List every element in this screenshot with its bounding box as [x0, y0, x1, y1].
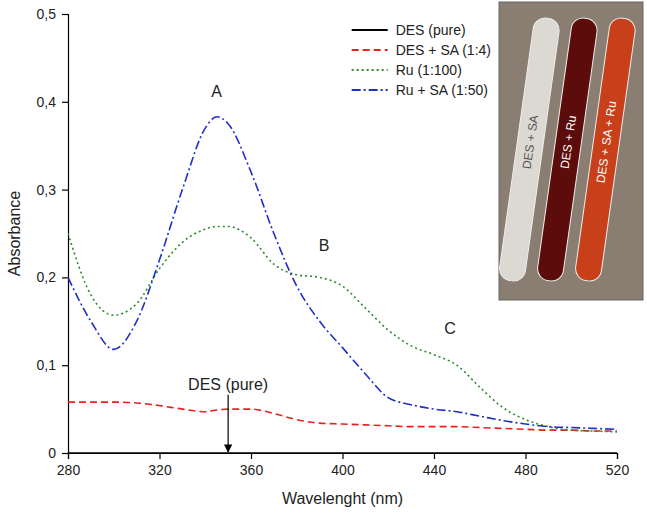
legend-swatch [352, 49, 388, 51]
inset: DES + SA DES + Ru DES + SA + Ru [498, 2, 643, 300]
x-tick: 320 [148, 453, 172, 478]
annotation: DES (pure) [188, 376, 268, 393]
legend-label: DES (pure) [396, 22, 466, 38]
x-tick-mark [434, 453, 435, 459]
legend-swatch [352, 69, 388, 71]
y-tick-label: 0,4 [37, 94, 57, 110]
y-tick-mark [62, 365, 68, 366]
y-tick-mark [62, 277, 68, 278]
x-tick-label: 440 [423, 462, 447, 478]
x-tick-mark [617, 453, 618, 459]
y-tick-label: 0,3 [37, 182, 57, 198]
series-line [68, 402, 617, 431]
annotation: A [211, 83, 222, 100]
tube-body [574, 17, 637, 283]
legend-item: Ru (1:100) [352, 62, 462, 78]
x-axis: 280 320 360 400 440 480 520 [57, 453, 630, 478]
y-axis: 0 0,1 0,2 0,3 0,4 0,5 [37, 6, 69, 461]
legend-swatch [352, 29, 388, 31]
y-tick: 0,1 [37, 357, 68, 373]
y-tick: 0,4 [37, 94, 68, 110]
y-tick: 0 [48, 445, 68, 461]
y-tick: 0,5 [37, 6, 68, 22]
inset-label: DES + SA [520, 114, 541, 170]
legend-swatch [352, 89, 388, 91]
chart: 280 320 360 400 440 480 520 0 0,1 0,2 0,3 0,4 0,5 A B C… [0, 0, 647, 514]
x-tick-mark [525, 453, 526, 459]
y-tick-label: 0,2 [37, 269, 57, 285]
x-tick-label: 520 [606, 462, 630, 478]
series-line [68, 452, 617, 453]
legend-item: Ru + SA (1:50) [352, 82, 488, 98]
y-tick-mark [62, 102, 68, 103]
y-tick-mark [62, 14, 68, 15]
y-tick: 0,3 [37, 182, 68, 198]
x-tick-mark [159, 453, 160, 459]
y-tick-label: 0,1 [37, 357, 57, 373]
y-tick: 0,2 [37, 269, 68, 285]
inset-background [499, 2, 643, 300]
x-tick-mark [342, 453, 343, 459]
x-tick: 360 [240, 453, 264, 478]
x-tick-label: 360 [240, 462, 264, 478]
y-axis-title: Absorbance [6, 191, 23, 276]
inset-label: DES + SA + Ru [594, 100, 619, 184]
y-tick-mark [62, 190, 68, 191]
y-tick-mark [62, 453, 68, 454]
inset-label: DES + Ru [558, 115, 579, 170]
x-tick-label: 280 [57, 462, 81, 478]
legend-item: DES + SA (1:4) [352, 42, 491, 58]
annotation: C [444, 320, 456, 337]
x-axis-line [69, 454, 618, 460]
x-axis-title: Wavelenght (nm) [282, 490, 403, 507]
legend: DES (pure) DES + SA (1:4) Ru (1:100) Ru + S… [352, 22, 491, 98]
x-tick: 440 [423, 453, 447, 478]
legend-item: DES (pure) [352, 22, 466, 38]
y-axis-line [62, 15, 69, 454]
x-tick: 280 [57, 453, 81, 478]
x-tick-label: 480 [514, 462, 538, 478]
x-tick-label: 320 [148, 462, 172, 478]
x-tick: 480 [514, 453, 538, 478]
y-tick-label: 0,5 [37, 6, 57, 22]
annotations: A B C DES (pure) [188, 83, 456, 452]
x-tick: 400 [331, 453, 355, 478]
legend-label: Ru + SA (1:50) [396, 82, 488, 98]
legend-label: Ru (1:100) [396, 62, 462, 78]
legend-label: DES + SA (1:4) [396, 42, 491, 58]
x-tick-mark [251, 453, 252, 459]
x-tick-label: 400 [331, 462, 355, 478]
annotation: B [319, 237, 330, 254]
y-tick-label: 0 [48, 445, 56, 461]
x-tick: 520 [606, 453, 630, 478]
annotation-arrow [228, 395, 229, 452]
inset-tube: DES + SA + Ru [574, 17, 637, 283]
